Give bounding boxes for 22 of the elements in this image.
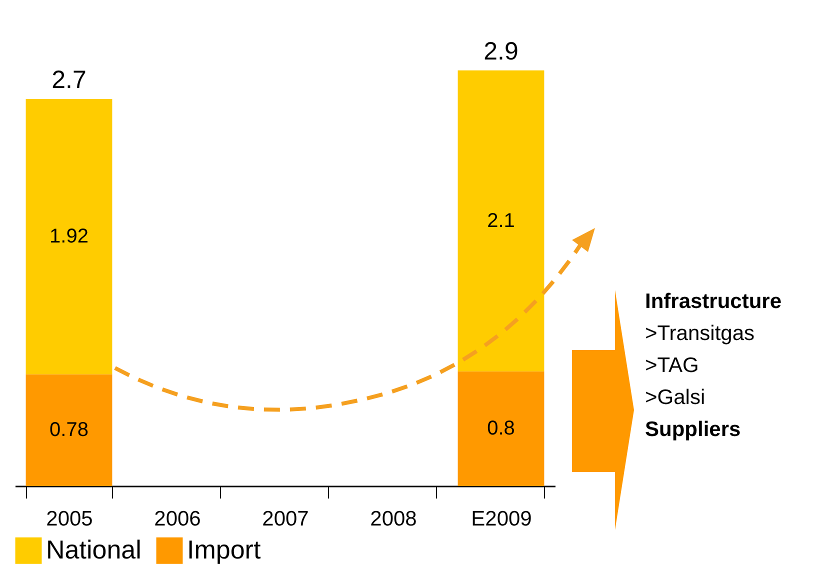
x-tick-label: 2008 xyxy=(370,508,417,530)
bar xyxy=(458,70,544,372)
text: Infrastructure xyxy=(645,289,782,315)
text: Suppliers xyxy=(645,417,742,443)
legend-label: Import xyxy=(187,534,262,565)
bar xyxy=(26,374,112,486)
bar xyxy=(458,371,544,486)
text: >TAG xyxy=(645,353,700,379)
x-tick-label: 2006 xyxy=(154,508,201,530)
data-label: 2.1 xyxy=(487,210,515,232)
bar xyxy=(26,99,112,374)
data-label: 0.78 xyxy=(50,419,88,442)
total-label: 2.7 xyxy=(52,66,86,94)
total-label: 2.9 xyxy=(484,37,518,66)
text: >Transitgas xyxy=(645,321,756,347)
x-tick-label: E2009 xyxy=(471,508,532,530)
text: >Galsi xyxy=(645,385,706,411)
data-label: 0.8 xyxy=(487,418,515,440)
x-tick-label: 2005 xyxy=(46,508,93,530)
legend-label: National xyxy=(46,534,142,565)
x-tick-label: 2007 xyxy=(262,508,309,530)
data-label: 1.92 xyxy=(50,226,88,248)
